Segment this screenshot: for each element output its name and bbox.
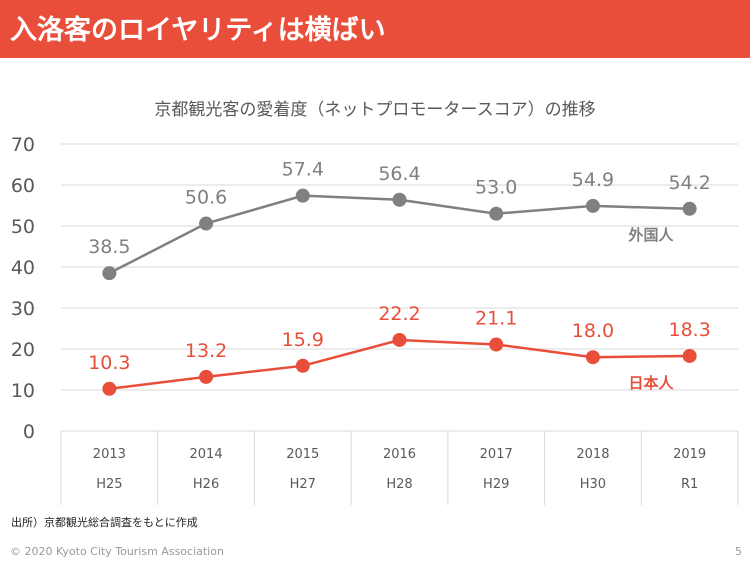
x-tick-label: 2017 — [480, 447, 513, 462]
y-tick-label: 70 — [11, 134, 35, 156]
data-point — [585, 198, 600, 213]
data-label: 54.2 — [668, 172, 710, 194]
x-tick-label: 2014 — [190, 447, 223, 462]
data-point — [585, 350, 600, 365]
x-tick-label: 2016 — [383, 447, 416, 462]
source-note: 出所）京都観光総合調査をもとに作成 — [11, 516, 198, 529]
x-tick-label: 2018 — [576, 447, 609, 462]
legend-label: 外国人 — [627, 226, 674, 244]
data-point — [682, 201, 697, 216]
x-tick-era-label: R1 — [681, 477, 698, 492]
x-tick-era-label: H29 — [483, 477, 509, 492]
x-tick-era-label: H27 — [290, 477, 316, 492]
legend-label: 日本人 — [628, 374, 674, 392]
data-point — [199, 369, 214, 384]
data-point — [295, 358, 310, 373]
data-label: 56.4 — [378, 163, 420, 185]
y-tick-label: 10 — [11, 380, 35, 402]
data-label: 18.0 — [572, 320, 614, 342]
x-tick-label: 2013 — [93, 447, 126, 462]
x-tick-era-label: H25 — [96, 477, 122, 492]
chart-title: 京都観光客の愛着度（ネットプロモータースコア）の推移 — [154, 100, 596, 120]
header-bar: 入洛客のロイヤリティは横ばい — [0, 0, 750, 58]
x-tick-era-label: H26 — [193, 477, 219, 492]
x-tick-label: 2015 — [286, 447, 319, 462]
data-point — [392, 192, 407, 207]
x-tick-era-label: H28 — [386, 477, 412, 492]
data-label: 54.9 — [572, 169, 614, 191]
y-tick-label: 50 — [11, 216, 35, 238]
data-label: 10.3 — [88, 352, 130, 374]
data-label: 57.4 — [282, 159, 324, 181]
y-tick-label: 40 — [11, 257, 35, 279]
data-label: 13.2 — [185, 340, 227, 362]
data-label: 18.3 — [668, 319, 710, 341]
y-tick-label: 20 — [11, 339, 35, 361]
data-label: 15.9 — [282, 329, 324, 351]
data-label: 50.6 — [185, 187, 227, 209]
data-label: 38.5 — [88, 236, 130, 258]
data-point — [489, 206, 504, 221]
data-point — [392, 332, 407, 347]
data-point — [102, 266, 117, 281]
data-point — [102, 381, 117, 396]
slide-title: 入洛客のロイヤリティは横ばい — [10, 15, 386, 46]
x-tick-label: 2019 — [673, 447, 706, 462]
copyright: © 2020 Kyoto City Tourism Association — [10, 545, 224, 558]
data-label: 21.1 — [475, 307, 517, 329]
data-point — [682, 348, 697, 363]
data-point — [199, 216, 214, 231]
y-tick-label: 0 — [23, 421, 35, 443]
data-point — [295, 188, 310, 203]
y-tick-label: 60 — [11, 175, 35, 197]
page-number: 5 — [735, 545, 742, 558]
x-tick-era-label: H30 — [580, 477, 606, 492]
data-label: 22.2 — [378, 303, 420, 325]
data-point — [489, 337, 504, 352]
data-label: 53.0 — [475, 177, 517, 199]
y-tick-label: 30 — [11, 298, 35, 320]
